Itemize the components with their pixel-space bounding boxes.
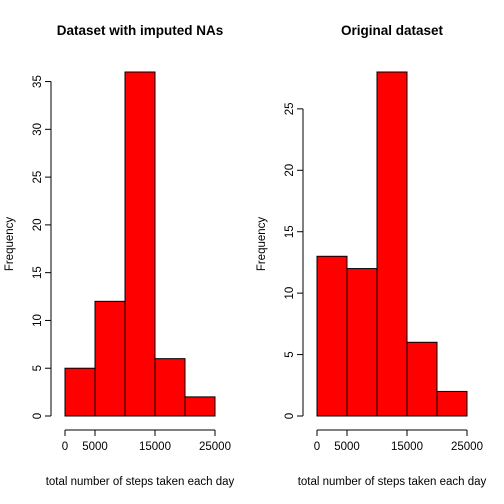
y-axis-label: Frequency: [256, 217, 268, 272]
y-tick-label: 30: [32, 123, 44, 136]
y-tick-label: 35: [32, 75, 44, 88]
y-tick-label: 5: [32, 365, 44, 371]
chart-title: Dataset with imputed NAs: [57, 23, 224, 38]
axes: 0 5000 15000 25000 0 5 10 15 20 25: [284, 102, 483, 453]
bar: [316, 255, 348, 417]
panel-original: Original dataset total number of steps t…: [256, 23, 487, 488]
x-tick-label: 25000: [199, 441, 231, 453]
panel-imputed: Dataset with imputed NAs total number of…: [4, 23, 235, 488]
y-tick-label: 15: [32, 266, 44, 279]
x-tick-label: 15000: [139, 441, 171, 453]
x-tick-label: 25000: [451, 441, 483, 453]
y-axis-label: Frequency: [4, 217, 16, 272]
x-tick-label: 0: [314, 441, 320, 453]
x-tick-label: 15000: [391, 441, 423, 453]
x-tick-label: 5000: [82, 441, 108, 453]
chart-title: Original dataset: [341, 23, 444, 38]
y-tick-label: 25: [284, 102, 296, 115]
x-tick-label: 5000: [334, 441, 360, 453]
bars: [316, 71, 468, 417]
x-axis-label: total number of steps taken each day: [46, 476, 235, 488]
y-tick-label: 10: [284, 287, 296, 300]
bar: [184, 396, 216, 417]
y-tick-label: 15: [284, 225, 296, 238]
bar: [154, 358, 186, 417]
bar: [64, 367, 96, 417]
y-tick-label: 0: [284, 413, 296, 419]
y-tick-label: 25: [32, 171, 44, 184]
x-tick-label: 0: [62, 441, 68, 453]
x-axis-label: total number of steps taken each day: [298, 476, 487, 488]
y-tick-label: 10: [32, 314, 44, 327]
y-tick-label: 5: [284, 351, 296, 357]
bar: [376, 71, 408, 417]
bar: [406, 341, 438, 417]
bar: [436, 390, 468, 417]
y-tick-label: 20: [284, 164, 296, 177]
y-tick-label: 20: [32, 218, 44, 231]
y-tick-label: 0: [32, 413, 44, 419]
bars: [64, 71, 216, 417]
bar: [94, 300, 126, 417]
bar: [346, 268, 378, 417]
bar: [124, 71, 156, 417]
axes: 0 5000 15000 25000 0 5 10 15 20 25 30 35: [32, 75, 231, 453]
